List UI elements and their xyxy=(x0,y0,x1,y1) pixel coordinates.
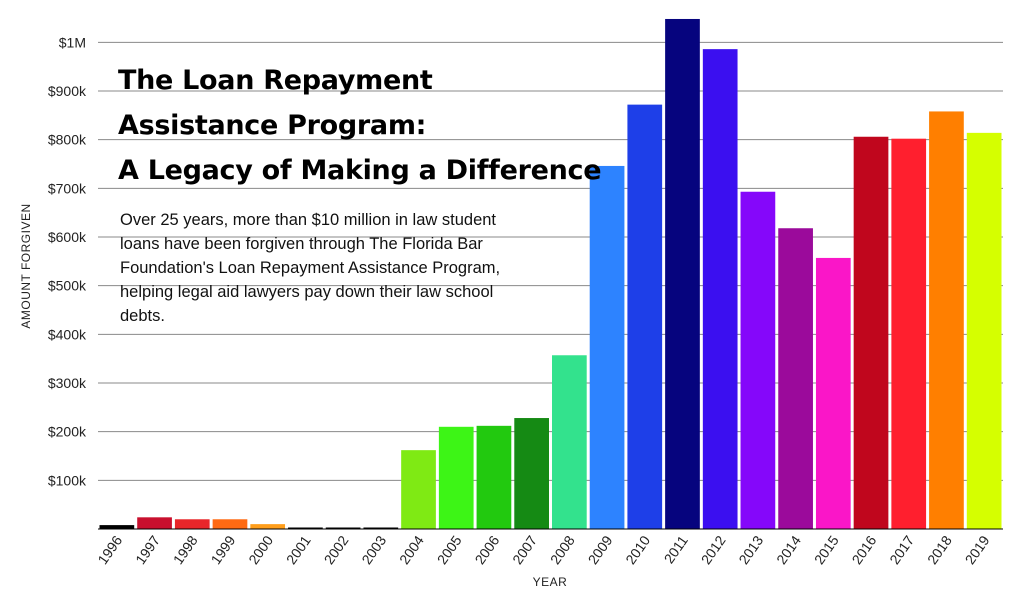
x-tick-label: 2016 xyxy=(849,532,880,567)
x-tick-label: 2014 xyxy=(773,532,804,567)
x-tick-label: 2012 xyxy=(698,532,729,567)
bar-2018 xyxy=(929,111,964,529)
bar-2007 xyxy=(514,418,549,529)
x-tick-label: 2009 xyxy=(585,532,616,567)
bar-2011 xyxy=(665,18,700,530)
y-tick-label: $500k xyxy=(48,278,87,294)
bar-2017 xyxy=(891,138,927,529)
bar-2016 xyxy=(853,136,889,529)
y-tick-label: $700k xyxy=(48,180,87,196)
x-tick-label: 1996 xyxy=(94,532,125,567)
x-tick-label: 2004 xyxy=(396,532,427,567)
x-tick-label: 2002 xyxy=(321,532,352,567)
bar-1997 xyxy=(137,517,172,529)
bar-2003 xyxy=(363,527,399,529)
bar-2013 xyxy=(740,191,776,530)
bar-2006 xyxy=(476,425,512,529)
x-tick-label: 2001 xyxy=(283,532,314,567)
bar-2009 xyxy=(589,165,625,530)
bar-2012 xyxy=(702,49,738,529)
bar-1999 xyxy=(212,519,248,529)
x-tick-label: 2008 xyxy=(547,532,578,567)
x-tick-label: 1998 xyxy=(170,532,201,567)
x-tick-label: 1997 xyxy=(132,532,163,567)
bar-2010 xyxy=(627,104,663,530)
y-tick-label: $900k xyxy=(48,83,87,99)
bar-2000 xyxy=(250,524,286,529)
y-tick-label: $400k xyxy=(48,326,87,342)
bar-1998 xyxy=(174,519,210,529)
chart-title-line-2: Assistance Program: xyxy=(118,110,427,141)
y-axis-label: AMOUNT FORGIVEN xyxy=(19,203,33,328)
x-tick-label: 2018 xyxy=(924,532,955,567)
bar-1996 xyxy=(99,525,135,529)
y-tick-label: $300k xyxy=(48,375,87,391)
bar-2015 xyxy=(815,257,851,529)
x-tick-label: 2015 xyxy=(811,532,842,567)
y-tick-label: $200k xyxy=(48,424,87,440)
x-tick-label: 2017 xyxy=(886,532,917,567)
x-tick-label: 2006 xyxy=(471,532,502,567)
x-tick-label: 2011 xyxy=(661,532,691,566)
bar-2002 xyxy=(325,527,361,529)
chart-title-line-3: A Legacy of Making a Difference xyxy=(118,155,602,186)
x-tick-label: 2010 xyxy=(622,532,653,567)
x-tick-label: 2005 xyxy=(434,532,465,567)
y-tick-label: $100k xyxy=(48,472,87,488)
x-tick-label: 2013 xyxy=(735,532,766,567)
x-tick-label: 2007 xyxy=(509,532,540,567)
bars xyxy=(99,18,1002,530)
y-tick-label: $800k xyxy=(48,132,87,148)
chart-title-line-1: The Loan Repayment xyxy=(118,65,433,96)
y-tick-label: $600k xyxy=(48,229,87,245)
bar-2014 xyxy=(778,228,813,530)
bar-2019 xyxy=(966,132,1002,529)
gridlines xyxy=(98,41,1003,481)
bar-2008 xyxy=(552,355,587,529)
x-tick-label: 2000 xyxy=(245,532,276,567)
chart-description: Over 25 years, more than $10 million in … xyxy=(120,211,501,325)
bar-2004 xyxy=(401,450,436,529)
bar-2001 xyxy=(288,527,323,529)
bar-2005 xyxy=(438,426,474,529)
y-tick-label: $1M xyxy=(59,34,86,50)
x-tick-label: 2019 xyxy=(962,532,993,567)
chart-title: The Loan Repayment Assistance Program: A… xyxy=(118,58,602,193)
x-tick-label: 2003 xyxy=(358,532,389,567)
x-tick-label: 1999 xyxy=(207,532,238,567)
x-axis-label: YEAR xyxy=(533,575,568,589)
